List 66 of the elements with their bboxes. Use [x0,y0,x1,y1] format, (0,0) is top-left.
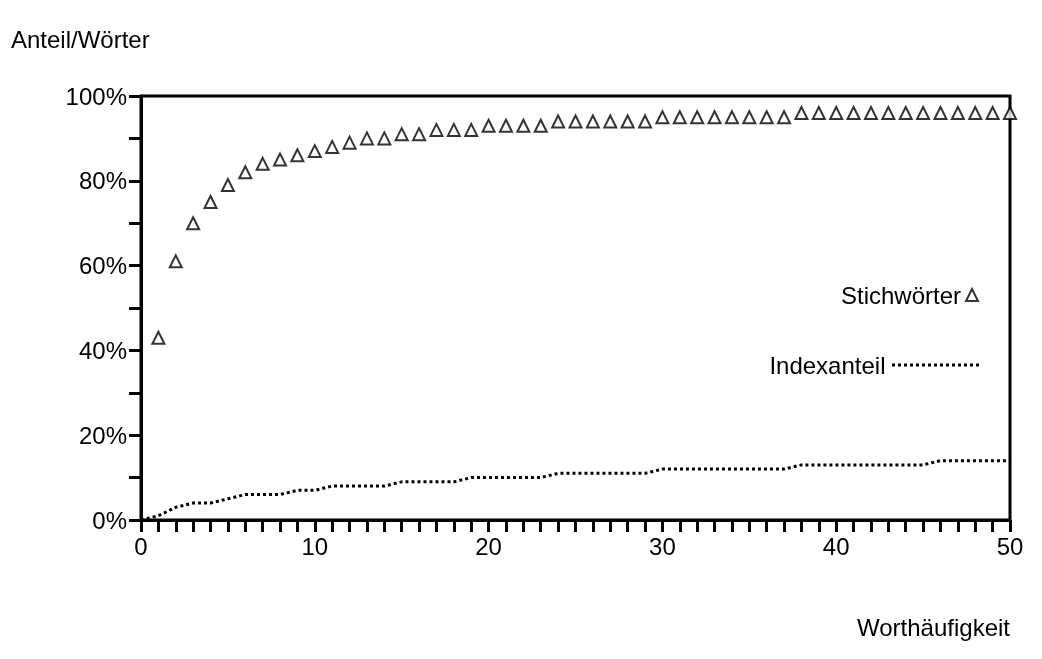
point [446,122,461,137]
point [273,152,288,167]
point [377,131,392,146]
point [672,110,687,125]
x-tick-label: 50 [996,532,1024,560]
point [481,118,496,133]
point [394,127,409,142]
point [359,131,374,146]
point [863,105,878,120]
y-tick-label: 80% [78,167,127,195]
point [516,118,531,133]
point [829,105,844,120]
point [220,178,235,193]
y-tick-label: 0% [92,506,127,534]
point [325,139,340,154]
point [568,114,583,129]
point [290,148,305,163]
point [186,216,201,231]
point [603,114,618,129]
x-tick-label: 20 [475,532,502,560]
point [777,110,792,125]
point [1003,105,1017,120]
point [898,105,913,120]
y-axis-title: Anteil/Wörter [11,25,150,53]
x-tick-label: 10 [301,532,329,560]
point [151,330,166,345]
point [620,114,635,129]
point [968,105,983,120]
point [412,127,427,142]
point [255,156,270,171]
y-tick-label: 60% [78,252,127,280]
legend-label: Stichwörter [840,281,961,309]
point [985,105,1000,120]
point [742,110,757,125]
point [551,114,566,129]
legend-label: Indexanteil [769,351,886,379]
point [203,195,218,209]
point [342,135,357,150]
point [429,122,444,137]
point [881,105,896,120]
point [707,110,722,125]
point [307,144,322,159]
point [759,110,774,125]
point [238,165,253,180]
y-tick-label: 100% [65,82,127,110]
point [638,114,653,129]
point [916,105,931,120]
point [690,110,705,125]
point [950,105,965,120]
point [498,118,513,133]
point [655,110,670,125]
x-tick-label: 30 [649,532,676,560]
point [933,105,948,120]
point [168,254,183,269]
point [585,114,600,129]
point [533,118,548,133]
point [846,105,861,120]
y-tick-label: 20% [78,421,127,449]
point [464,122,479,137]
point [811,105,826,120]
x-tick-label: 40 [822,532,850,560]
y-tick-label: 40% [78,336,127,364]
point [724,110,739,125]
x-axis-title: Worthäufigkeit [857,613,1011,641]
x-tick-label: 0 [134,532,148,560]
point [794,105,809,120]
